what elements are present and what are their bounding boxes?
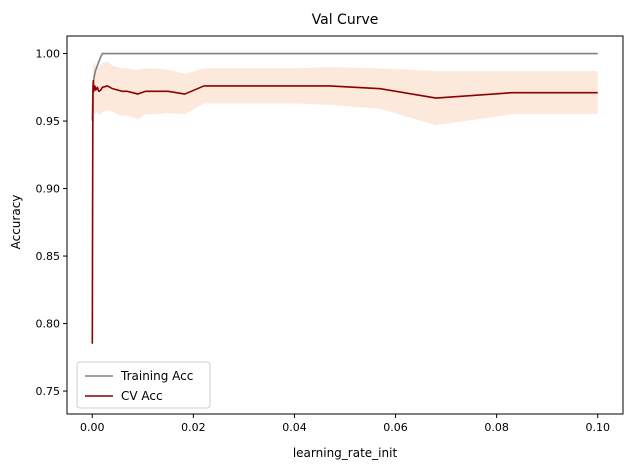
y-axis-ticks: 0.75 0.80 0.85 0.90 0.95 1.00 [36, 48, 67, 398]
cv-acc-line [91, 79, 598, 344]
y-tick-label: 1.00 [36, 48, 61, 61]
x-tick-label: 0.04 [282, 421, 307, 434]
y-tick-label: 0.95 [36, 115, 61, 128]
legend-label: Training Acc [120, 369, 193, 383]
y-axis-label: Accuracy [9, 195, 23, 250]
y-tick-label: 0.90 [36, 183, 61, 196]
bands-layer [92, 60, 598, 392]
cv-acc-band [92, 60, 598, 392]
x-tick-label: 0.06 [383, 421, 408, 434]
x-tick-label: 0.08 [484, 421, 509, 434]
y-tick-label: 0.85 [36, 250, 61, 263]
x-axis-label: learning_rate_init [293, 446, 398, 460]
legend: Training Acc CV Acc [76, 361, 211, 409]
x-tick-label: 0.02 [181, 421, 206, 434]
y-tick-label: 0.80 [36, 318, 61, 331]
plot-frame [66, 35, 624, 415]
chart-title: Val Curve [312, 12, 379, 28]
lines-layer [91, 52, 598, 344]
y-tick-label: 0.75 [36, 385, 61, 398]
x-tick-label: 0.00 [80, 421, 105, 434]
x-tick-label: 0.10 [585, 421, 610, 434]
legend-label: CV Acc [121, 389, 163, 403]
x-axis-ticks: 0.00 0.02 0.04 0.06 0.08 0.10 [80, 414, 610, 434]
